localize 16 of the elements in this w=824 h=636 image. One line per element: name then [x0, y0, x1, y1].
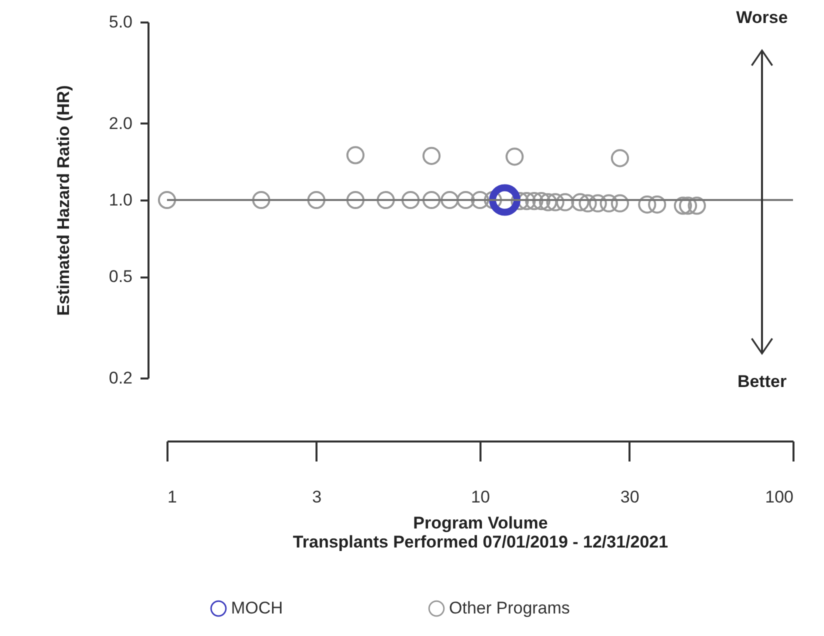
legend-label: Other Programs: [449, 598, 570, 618]
y-tick-label: 5.0: [108, 12, 132, 32]
x-tick-label: 3: [312, 488, 322, 506]
x-tick-label: 30: [620, 488, 640, 506]
annotation: Better: [737, 372, 787, 391]
x-axis-title: Program Volume Transplants Performed 07/01/2019 - 12/31/2021: [292, 514, 668, 552]
annotation: Worse: [736, 8, 788, 27]
y-tick-label: 0.5: [108, 267, 132, 286]
x-tick-label: 1: [168, 488, 177, 506]
y-tick-label: 0.2: [108, 368, 132, 388]
y-axis-title: Estimated Hazard Ratio (HR): [54, 85, 73, 316]
y-tick-label: 2.0: [108, 114, 132, 133]
x-tick-label: 10: [471, 488, 490, 506]
y-tick-label: 1.0: [108, 190, 132, 210]
x-tick-label: 100: [765, 488, 794, 506]
legend-label: MOCH: [231, 598, 283, 618]
